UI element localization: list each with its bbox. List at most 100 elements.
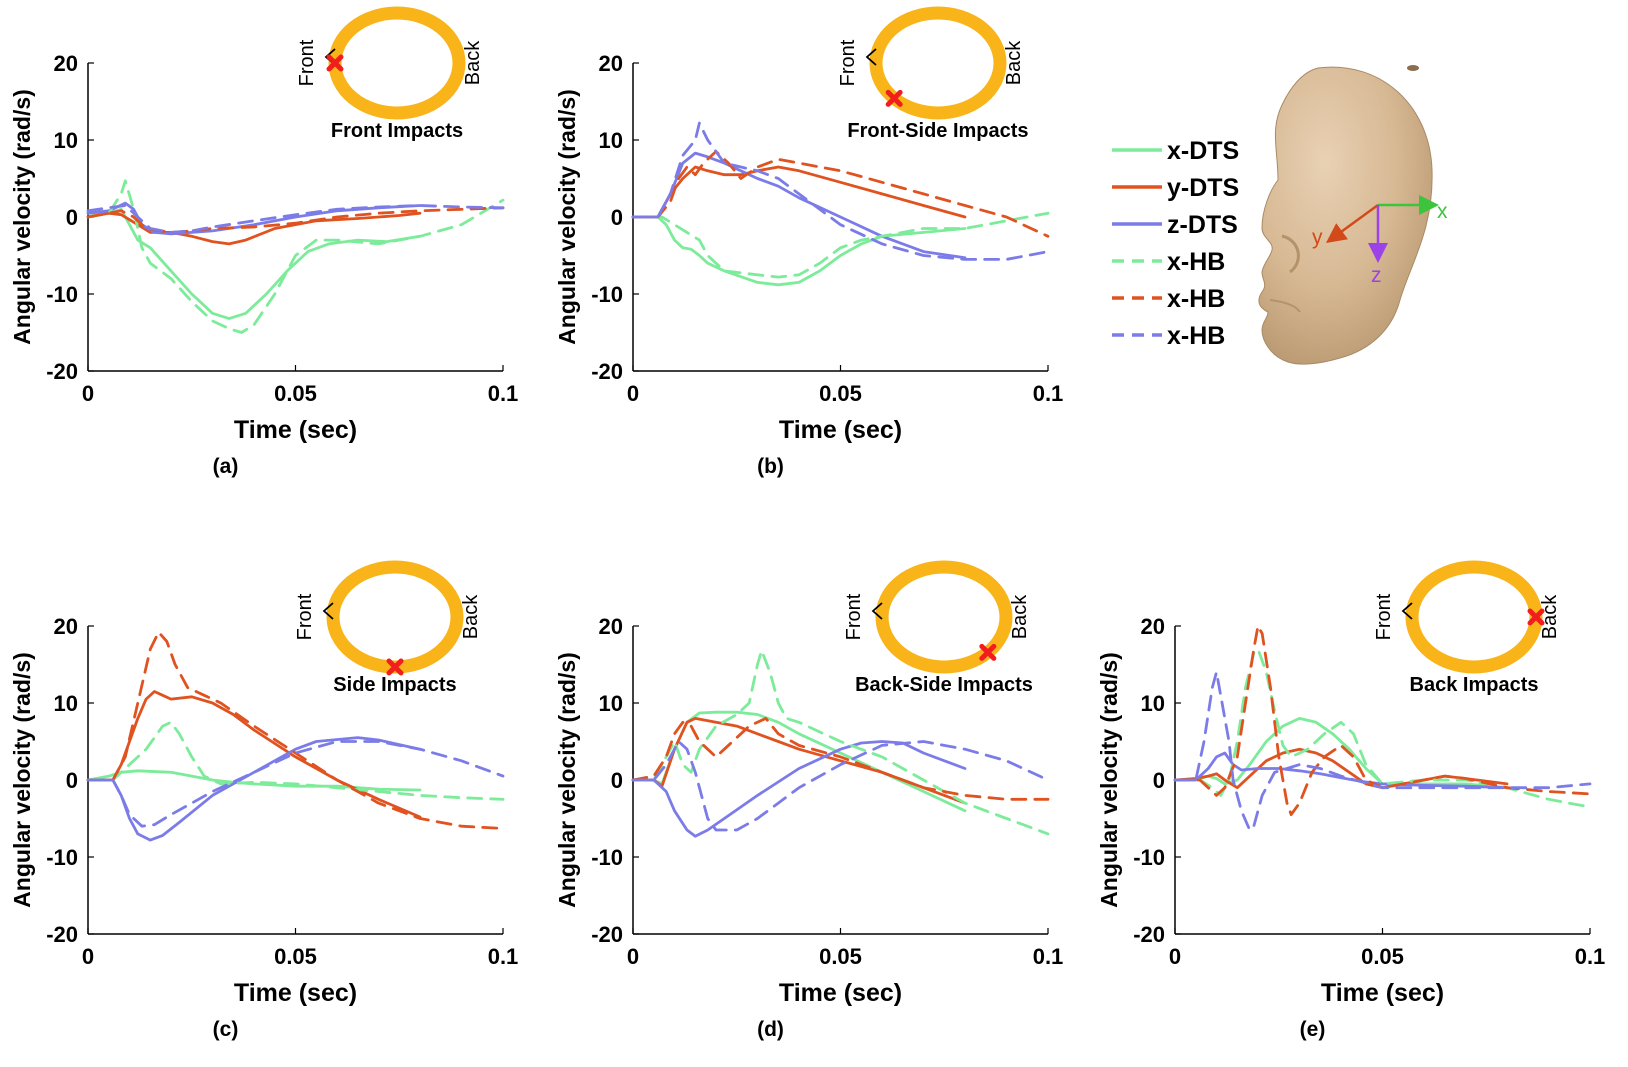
z-axis-label: z (1371, 264, 1382, 287)
y-tick-label: 20 (54, 614, 78, 639)
series-line (1173, 670, 1592, 832)
y-axis-title: Angular velocity (rad/s) (9, 89, 35, 345)
series-line (86, 206, 505, 234)
legend-label: x-HB (1167, 322, 1225, 350)
impact-marker-icon (386, 658, 404, 676)
series-line (86, 690, 422, 819)
y-axis-title: Angular velocity (rad/s) (554, 89, 580, 345)
x-tick-label: 0 (627, 944, 639, 969)
panel-title: Back Impacts (1410, 674, 1539, 696)
legend-label: z-DTS (1167, 211, 1238, 239)
legend-entry: z-DTS (1112, 211, 1238, 239)
y-tick-label: -10 (46, 282, 78, 307)
series-line (631, 211, 1050, 279)
series-line (86, 179, 505, 334)
x-tick-label: 0 (82, 381, 94, 406)
legend-entry: x-HB (1112, 285, 1225, 313)
x-tick-label: 0 (82, 944, 94, 969)
y-tick-label: 20 (54, 51, 78, 76)
y-tick-label: 10 (599, 691, 623, 716)
chart-panel: -20 -10 0 10 20 0 0.05 0.1 Time (sec) Angular vel… (9, 560, 518, 1041)
head-mouth-shade (1269, 299, 1301, 313)
y-axis-arrow (1325, 203, 1379, 243)
impact-ring-inset: Front Back Back Impacts (1373, 560, 1561, 696)
x-axis-title: Time (sec) (779, 979, 902, 1007)
series-line (86, 740, 505, 828)
y-tick-label: -10 (591, 845, 623, 870)
y-axis-title: Angular velocity (rad/s) (554, 652, 580, 908)
y-tick-label: -10 (591, 282, 623, 307)
series-line (86, 720, 505, 801)
series-line (1173, 647, 1592, 809)
series-line (631, 151, 967, 260)
y-tick-label: -10 (46, 845, 78, 870)
x-tick-label: 0 (1169, 944, 1181, 969)
impact-ring-inset: Front Back Side Impacts (294, 560, 482, 696)
y-tick-label: -10 (1133, 845, 1165, 870)
x-axis-title: Time (sec) (779, 416, 902, 444)
y-tick-label: 10 (54, 691, 78, 716)
back-label: Back (1539, 594, 1561, 639)
x-tick-label: 0.1 (488, 381, 519, 406)
series-line (631, 150, 1050, 238)
y-tick-label: -20 (46, 922, 78, 947)
series-line (631, 717, 1050, 801)
chart-panel: -20 -10 0 10 20 0 0.05 0.1 Time (sec) Angular vel… (554, 6, 1064, 478)
x-axis-label: x (1437, 200, 1448, 223)
series-line (631, 121, 1050, 261)
legend-label: x-HB (1167, 285, 1225, 313)
impact-ring (869, 6, 1007, 120)
head-top-mark (1407, 65, 1419, 71)
series-line (86, 204, 505, 234)
front-pointer-icon (871, 602, 883, 620)
impact-marker-icon (885, 89, 903, 107)
series-line (631, 740, 967, 838)
series-line (1173, 624, 1592, 816)
y-tick-label: 10 (599, 128, 623, 153)
legend-entry: x-HB (1112, 248, 1225, 276)
legend-entry: x-DTS (1112, 137, 1239, 165)
impact-ring (328, 6, 466, 120)
y-tick-label: -20 (591, 922, 623, 947)
x-tick-label: 0.1 (1575, 944, 1606, 969)
front-label: Front (837, 39, 859, 86)
series-line (86, 211, 422, 246)
panel-title: Side Impacts (333, 674, 456, 696)
y-tick-label: 20 (599, 51, 623, 76)
panel-caption: (c) (213, 1018, 239, 1041)
x-tick-label: 0 (627, 381, 639, 406)
y-tick-label: 20 (1141, 614, 1165, 639)
back-label: Back (1003, 40, 1025, 85)
series-line (631, 649, 1050, 836)
front-pointer-icon (1401, 602, 1413, 620)
x-tick-label: 0.1 (1033, 381, 1064, 406)
y-tick-label: -20 (591, 359, 623, 384)
impact-ring (326, 560, 464, 674)
front-pointer-icon (865, 48, 877, 66)
y-axis-title: Angular velocity (rad/s) (1096, 652, 1122, 908)
series-line (86, 630, 505, 830)
impact-marker-icon (326, 54, 344, 72)
x-axis-title: Time (sec) (234, 979, 357, 1007)
chart-panel: -20 -10 0 10 20 0 0.05 0.1 Time (sec) Angular vel… (554, 560, 1063, 1041)
y-tick-label: 10 (1141, 691, 1165, 716)
impact-marker-icon (1527, 608, 1545, 626)
y-axis-title: Angular velocity (rad/s) (9, 652, 35, 908)
series-line (86, 201, 422, 236)
impact-ring (875, 560, 1013, 674)
y-tick-label: 0 (66, 205, 78, 230)
legend-label: x-DTS (1167, 137, 1239, 165)
x-tick-label: 0.05 (1361, 944, 1404, 969)
x-tick-label: 0.05 (274, 944, 317, 969)
front-pointer-icon (322, 602, 334, 620)
front-label: Front (843, 593, 865, 640)
panel-title: Front-Side Impacts (847, 120, 1028, 142)
series-line (631, 710, 967, 813)
legend: x-DTS y-DTS z-DTS x-HB x-HB x-HB (1112, 137, 1239, 350)
impact-ring-inset: Front Back Front Impacts (296, 6, 484, 142)
back-label: Back (1009, 594, 1031, 639)
legend-label: y-DTS (1167, 174, 1239, 202)
x-tick-label: 0.05 (819, 381, 862, 406)
head-model: x y z (1258, 65, 1448, 365)
